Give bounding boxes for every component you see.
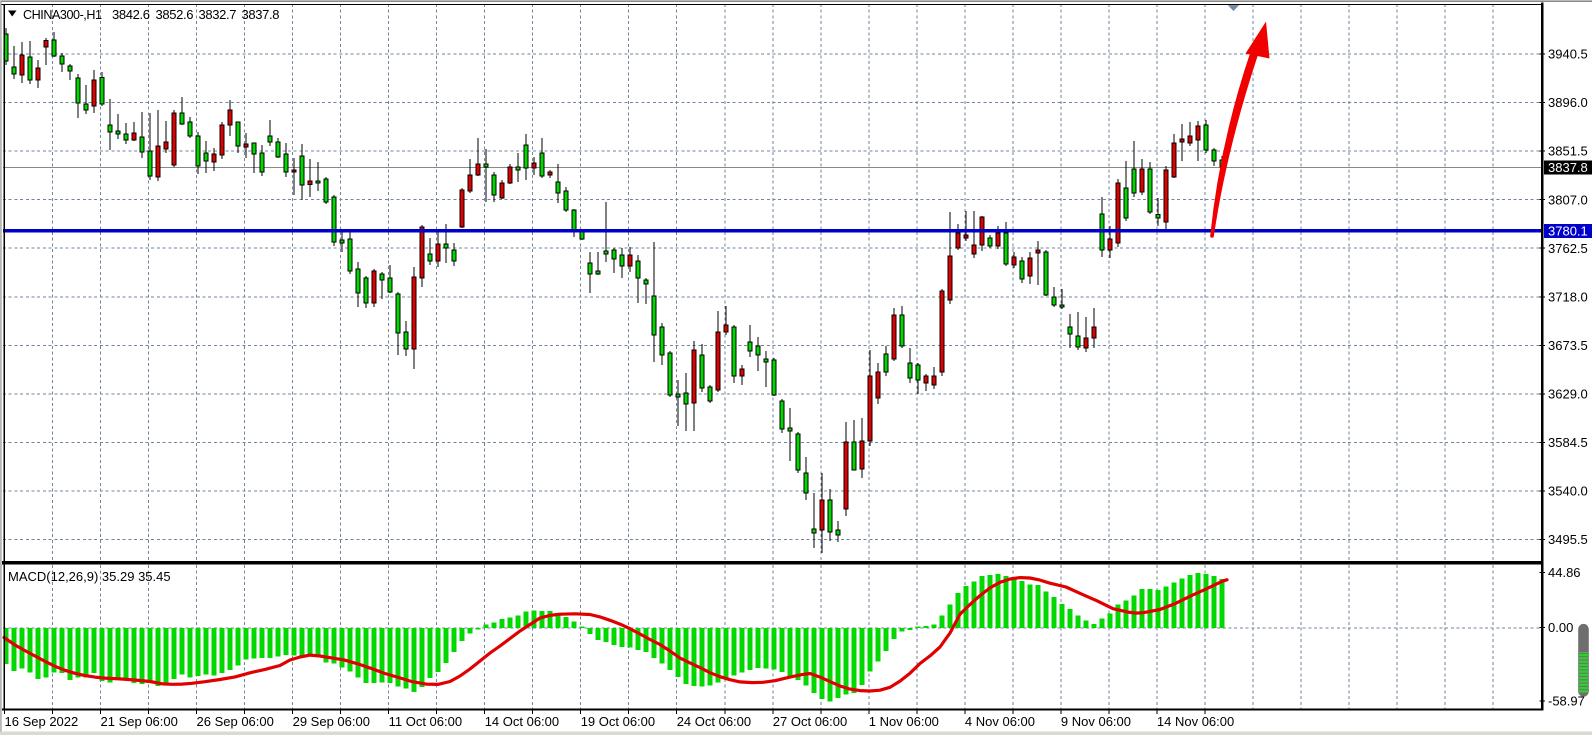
svg-text:CHINA300-,H1: CHINA300-,H1 xyxy=(23,8,102,22)
svg-text:44.86: 44.86 xyxy=(1548,565,1581,580)
svg-text:14 Oct 06:00: 14 Oct 06:00 xyxy=(485,714,559,729)
svg-text:3832.7: 3832.7 xyxy=(199,7,237,22)
svg-text:29 Sep 06:00: 29 Sep 06:00 xyxy=(293,714,370,729)
svg-text:3851.5: 3851.5 xyxy=(1548,144,1588,159)
svg-text:21 Sep 06:00: 21 Sep 06:00 xyxy=(101,714,178,729)
svg-text:3780.1: 3780.1 xyxy=(1548,223,1588,238)
svg-text:3629.0: 3629.0 xyxy=(1548,387,1588,402)
svg-text:1 Nov 06:00: 1 Nov 06:00 xyxy=(869,714,939,729)
svg-text:3718.0: 3718.0 xyxy=(1548,289,1588,304)
svg-text:3837.8: 3837.8 xyxy=(1548,160,1588,175)
svg-text:4 Nov 06:00: 4 Nov 06:00 xyxy=(965,714,1035,729)
svg-text:3940.5: 3940.5 xyxy=(1548,47,1588,62)
svg-text:3762.5: 3762.5 xyxy=(1548,241,1588,256)
svg-text:27 Oct 06:00: 27 Oct 06:00 xyxy=(773,714,847,729)
svg-text:3852.6: 3852.6 xyxy=(156,7,194,22)
svg-text:26 Sep 06:00: 26 Sep 06:00 xyxy=(197,714,274,729)
svg-text:3540.0: 3540.0 xyxy=(1548,484,1588,499)
svg-text:3837.8: 3837.8 xyxy=(242,7,280,22)
svg-text:3673.5: 3673.5 xyxy=(1548,338,1588,353)
svg-text:MACD(12,26,9) 35.29 35.45: MACD(12,26,9) 35.29 35.45 xyxy=(8,569,171,584)
svg-text:3807.0: 3807.0 xyxy=(1548,192,1588,207)
svg-text:24 Oct 06:00: 24 Oct 06:00 xyxy=(677,714,751,729)
svg-text:3495.5: 3495.5 xyxy=(1548,532,1588,547)
svg-text:3842.6: 3842.6 xyxy=(112,7,150,22)
svg-text:0.00: 0.00 xyxy=(1548,620,1573,635)
svg-text:19 Oct 06:00: 19 Oct 06:00 xyxy=(581,714,655,729)
svg-text:3584.5: 3584.5 xyxy=(1548,435,1588,450)
svg-text:11 Oct 06:00: 11 Oct 06:00 xyxy=(389,714,462,729)
svg-text:14 Nov 06:00: 14 Nov 06:00 xyxy=(1157,714,1234,729)
svg-text:16 Sep 2022: 16 Sep 2022 xyxy=(5,714,79,729)
svg-text:-58.97: -58.97 xyxy=(1548,694,1585,709)
svg-text:3896.0: 3896.0 xyxy=(1548,95,1588,110)
svg-text:9 Nov 06:00: 9 Nov 06:00 xyxy=(1061,714,1131,729)
